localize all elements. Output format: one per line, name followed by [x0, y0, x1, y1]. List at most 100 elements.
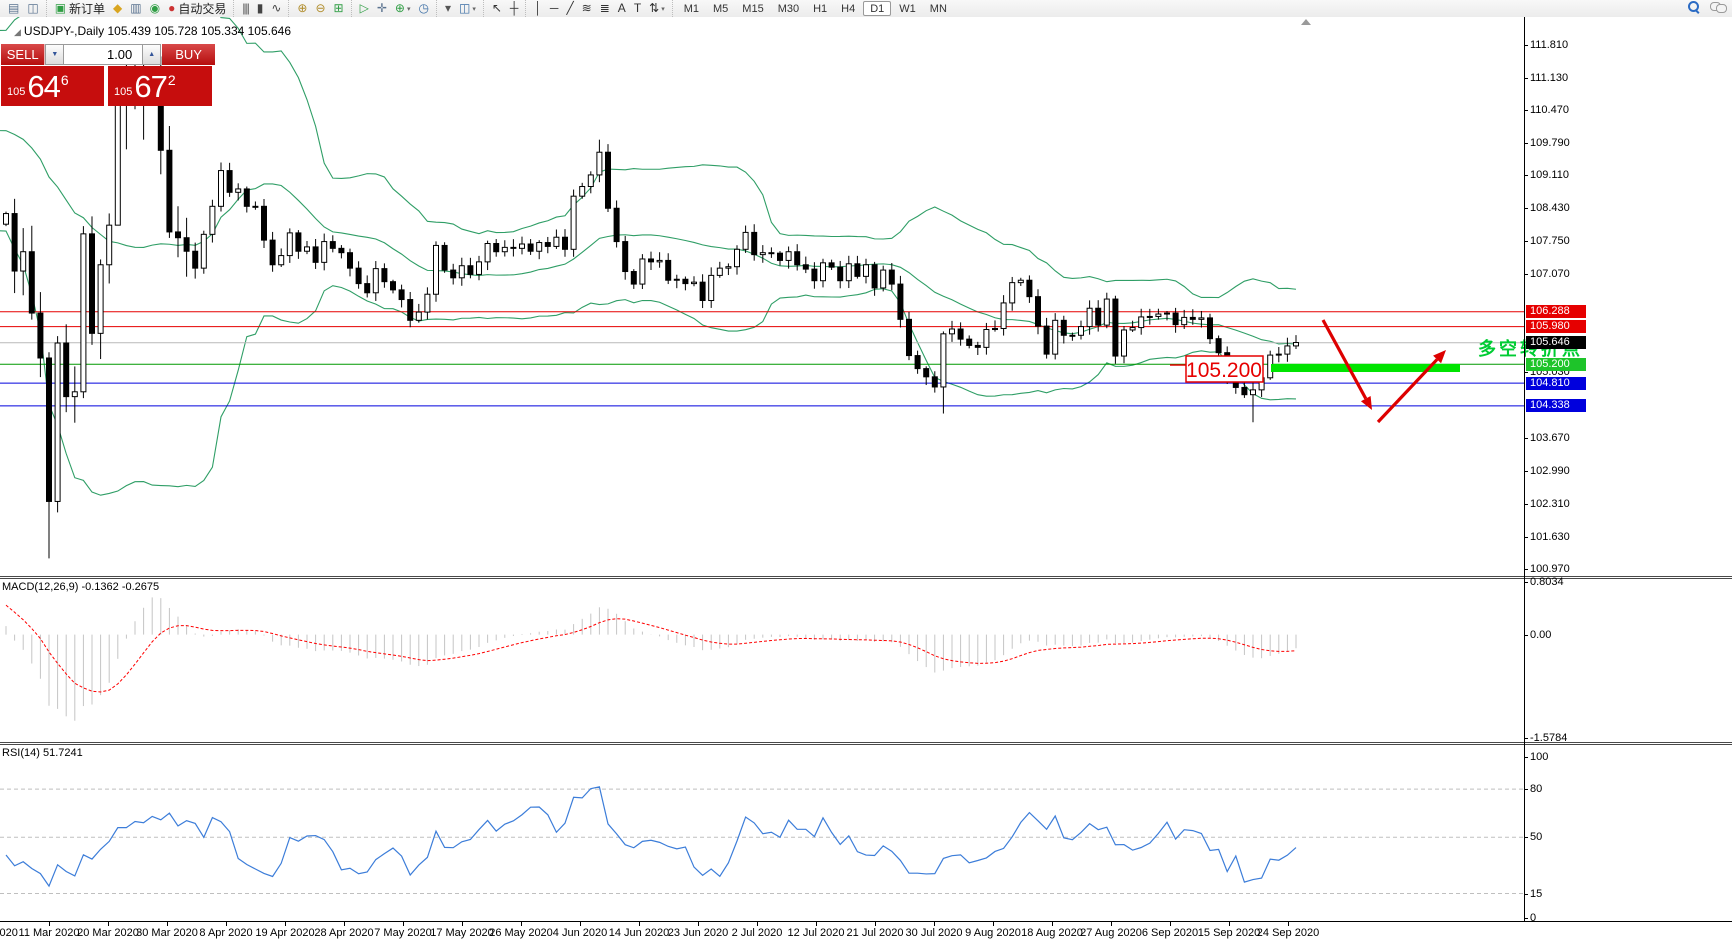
new-order-icon[interactable]: ▣ 新订单 [54, 1, 106, 16]
date-label: 18 Aug 2020 [1021, 927, 1083, 939]
search-icon[interactable] [1688, 1, 1700, 14]
trendline-icon[interactable]: ╱ [566, 1, 574, 15]
svg-text:105.200: 105.200 [1186, 359, 1262, 382]
price-badge: 106.288 [1526, 305, 1586, 319]
buy-price-display[interactable]: 105 67 2 [108, 66, 212, 106]
fibonacci-icon[interactable]: ≣ [599, 1, 610, 15]
date-label: 12 Jul 2020 [787, 927, 845, 939]
rsi-pane[interactable] [0, 745, 1732, 921]
price-tick-label: 107.070 [1530, 267, 1570, 280]
price-tick-label: 109.110 [1530, 169, 1569, 182]
line-chart-icon[interactable]: ∿ [271, 1, 282, 15]
tf-m30[interactable]: M30 [777, 2, 800, 15]
drawn-objects: 105.200多空转折点 [1170, 319, 1580, 424]
tf-m1[interactable]: M1 [683, 2, 700, 15]
volume-decrease-button[interactable]: ▼ [45, 44, 65, 65]
support-band[interactable] [1271, 364, 1460, 372]
horizontal-line-icon[interactable]: ─ [549, 1, 559, 15]
pane-divider [0, 578, 1732, 579]
new-chart-icon[interactable]: ▤ [8, 1, 20, 15]
trend-arrow[interactable] [1376, 358, 1439, 424]
volume-input[interactable] [64, 44, 143, 65]
vertical-line-icon[interactable]: │ [534, 1, 542, 15]
signals-icon[interactable]: ◉ [149, 1, 161, 15]
sell-price-prefix: 105 [7, 86, 26, 98]
main-chart-pane[interactable]: 105.200多空转折点 [0, 17, 1732, 576]
price-tick-label: 100.970 [1530, 562, 1570, 575]
date-label: 11 Mar 2020 [18, 927, 80, 939]
crosshair-icon[interactable]: ┼ [509, 1, 519, 15]
price-badge: 104.338 [1526, 399, 1586, 413]
templates-icon[interactable]: ▾ [444, 1, 451, 15]
macd-tick-label: 0.00 [1530, 628, 1552, 641]
tf-h1[interactable]: H1 [813, 2, 828, 15]
chart-shift-marker[interactable] [1301, 19, 1311, 25]
price-axis-border [1524, 17, 1525, 921]
date-label: 20 Mar 2020 [77, 927, 139, 939]
date-label: 21 Jul 2020 [846, 927, 904, 939]
macd-tick-label: -1.5784 [1530, 731, 1568, 744]
autotrading-icon[interactable]: ● 自动交易 [168, 1, 227, 16]
tf-h4[interactable]: H4 [841, 2, 856, 15]
macd-label: MACD(12,26,9) -0.1362 -0.2675 [2, 581, 160, 593]
indicators-icon[interactable]: ▷ [359, 1, 369, 15]
date-label: 8 Apr 2020 [199, 927, 253, 939]
tf-w1[interactable]: W1 [899, 2, 916, 15]
date-label: 30 Jul 2020 [905, 927, 963, 939]
text-label-icon[interactable]: T [633, 1, 642, 15]
tf-m5[interactable]: M5 [713, 2, 729, 15]
pane-divider[interactable] [0, 576, 1732, 577]
arrows-shapes-icon[interactable]: ⇅ ▾ [649, 1, 665, 15]
rsi-label: RSI(14) 51.7241 [2, 747, 83, 759]
macd-tick-label: 0.8034 [1530, 575, 1564, 588]
tf-m15[interactable]: M15 [742, 2, 764, 15]
candlestick-chart-icon[interactable]: ▮ [256, 1, 264, 15]
date-label: 7 May 2020 [374, 927, 432, 939]
text-icon[interactable]: A [617, 1, 626, 15]
sell-button[interactable]: SELL [1, 44, 46, 65]
bar-chart-icon[interactable]: ||| [242, 1, 249, 15]
volume-increase-button[interactable]: ▲ [142, 44, 162, 65]
price-tick-label: 107.750 [1530, 235, 1570, 248]
date-label: 14 Jun 2020 [608, 927, 670, 939]
objects-list-icon[interactable]: ✛ [376, 1, 387, 15]
price-badge: 105.200 [1526, 357, 1586, 371]
price-tick-label: 101.630 [1530, 530, 1570, 543]
date-label: 15 Sep 2020 [1197, 927, 1261, 939]
price-tick-label: 111.810 [1530, 39, 1569, 51]
sell-price-display[interactable]: 105 64 6 [1, 66, 104, 106]
date-label: 6 Sep 2020 [1141, 927, 1199, 939]
tile-windows-icon[interactable]: ⊞ [333, 1, 344, 15]
buy-price-big: 67 [134, 69, 167, 104]
add-object-icon[interactable]: ⊕ ▾ [394, 1, 411, 15]
community-icon[interactable] [1710, 1, 1727, 13]
period-clock-icon[interactable]: ◷ [418, 1, 429, 15]
rsi-tick-label: 80 [1530, 783, 1543, 796]
macd-pane[interactable] [0, 579, 1732, 742]
equidistant-channel-icon[interactable]: ≋ [581, 1, 592, 15]
metaeditor-icon[interactable]: ◆ [113, 1, 123, 15]
tf-mn[interactable]: MN [929, 2, 947, 15]
price-annotation-label[interactable]: 105.200 [1170, 355, 1264, 383]
cursor-icon[interactable]: ↖ [491, 1, 502, 15]
buy-button[interactable]: BUY [162, 44, 215, 65]
zoom-in-icon[interactable]: ⊕ [297, 1, 308, 15]
price-badge: 105.646 [1526, 336, 1586, 350]
trend-arrow[interactable] [1321, 319, 1368, 400]
date-label: 19 Apr 2020 [255, 927, 315, 939]
sell-price-sup: 6 [60, 72, 69, 88]
tf-d1[interactable]: D1 [863, 1, 892, 16]
buy-price-sup: 2 [167, 72, 176, 88]
price-tick-label: 102.990 [1530, 465, 1570, 477]
zoom-out-icon[interactable]: ⊖ [315, 1, 326, 15]
strategy-tester-icon[interactable]: ▥ [130, 1, 142, 15]
profiles-icon[interactable]: ◫ [27, 1, 39, 15]
rsi-tick-label: 50 [1530, 831, 1543, 844]
sell-price-big: 64 [27, 69, 60, 104]
price-tick-label: 110.470 [1530, 103, 1569, 116]
rsi-tick-label: 0 [1530, 911, 1537, 924]
pane-divider[interactable] [0, 742, 1732, 743]
date-label: 17 May 2020 [430, 927, 494, 939]
chart-window-icon[interactable]: ◫ ▾ [458, 1, 476, 15]
